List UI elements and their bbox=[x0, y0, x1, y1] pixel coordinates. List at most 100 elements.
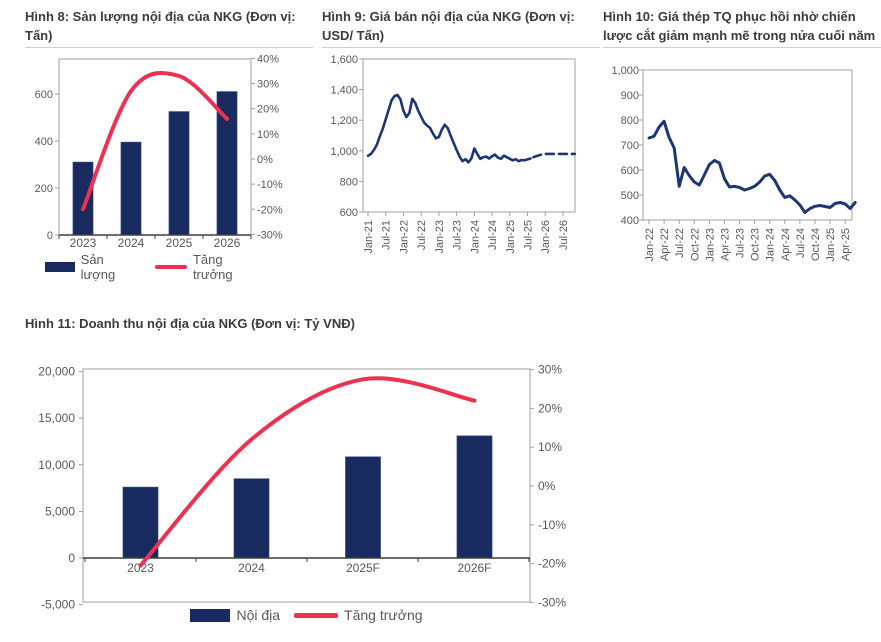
left-tick-label: 200 bbox=[35, 183, 53, 195]
y-tick-label: 500 bbox=[621, 190, 639, 202]
x-label-Jan-24: Jan-24 bbox=[469, 220, 481, 254]
x-label-Apr-25: Apr-25 bbox=[840, 228, 852, 261]
figure-10-header: Hình 10: Giá thép TQ phục hồi nhờ chiến … bbox=[603, 0, 881, 48]
y-tick-label: 700 bbox=[621, 140, 639, 152]
figure-8-header: Hình 8: Sản lượng nội địa của NKG (Đơn v… bbox=[25, 0, 313, 48]
x-label-Jan-23: Jan-23 bbox=[704, 228, 716, 262]
x-label-Jan-21: Jan-21 bbox=[363, 220, 375, 254]
y-tick-label: 1,400 bbox=[330, 85, 358, 97]
x-label-Jan-23: Jan-23 bbox=[434, 220, 446, 254]
legend-item-production: Sản lượng bbox=[45, 252, 141, 282]
right-tick-label: -10% bbox=[538, 518, 566, 532]
y-tick-label: 900 bbox=[621, 90, 639, 102]
figure-9-title: Hình 9: Giá bán nội địa của NKG (Đơn vị:… bbox=[322, 9, 575, 43]
price-line bbox=[647, 119, 857, 214]
left-tick-label: 5,000 bbox=[45, 504, 75, 518]
right-tick-label: 0% bbox=[538, 479, 556, 493]
bar-2025F bbox=[345, 456, 381, 559]
y-tick-label: 600 bbox=[621, 165, 639, 177]
bar-2024 bbox=[120, 141, 142, 236]
legend-item-growth: Tăng trưởng bbox=[155, 252, 265, 282]
legend-label-production: Sản lượng bbox=[80, 252, 116, 282]
line-swatch-icon bbox=[155, 265, 187, 269]
x-label-Jan-25: Jan-25 bbox=[825, 228, 837, 262]
figure-11-header: Hình 11: Doanh thu nội địa của NKG (Đơn … bbox=[25, 307, 585, 333]
growth-line bbox=[81, 70, 229, 212]
right-tick-label: 20% bbox=[538, 401, 562, 415]
right-tick-label: 10% bbox=[538, 440, 562, 454]
figure-8: Hình 8: Sản lượng nội địa của NKG (Đơn v… bbox=[25, 0, 313, 292]
y-tick-label: 800 bbox=[621, 115, 639, 127]
left-tick-label: -5,000 bbox=[41, 598, 75, 610]
x-label-Jan-22: Jan-22 bbox=[398, 220, 410, 254]
left-tick-label: 400 bbox=[35, 136, 53, 148]
bar-2023 bbox=[72, 161, 94, 236]
growth-line bbox=[138, 376, 477, 568]
left-tick-label: 0 bbox=[47, 230, 53, 242]
bar-2026F bbox=[456, 435, 493, 559]
bar-swatch-icon bbox=[190, 608, 231, 622]
figure-8-chart: 0 200 400 600 40% 30% 20% 10% 0% -10% -20% -30% 2023… bbox=[35, 53, 283, 248]
figure-11-title: Hình 11: Doanh thu nội địa của NKG (Đơn … bbox=[25, 316, 355, 331]
x-label-Apr-23: Apr-23 bbox=[719, 228, 731, 261]
x-label-2026F: 2026F bbox=[457, 561, 491, 575]
left-tick-label: 20,000 bbox=[38, 365, 75, 379]
bar-2024 bbox=[233, 478, 270, 559]
x-label-Jul-21: Jul-21 bbox=[381, 220, 393, 250]
left-tick-label: 15,000 bbox=[38, 411, 75, 425]
right-tick-label: 10% bbox=[257, 129, 279, 141]
figure-9-chart: 1,600 1,400 1,200 1,000 800 600 Jan-21 Jul-21 Ja… bbox=[330, 54, 577, 254]
x-label-2025: 2025 bbox=[166, 236, 193, 248]
x-label-Jan-25: Jan-25 bbox=[505, 220, 517, 254]
x-label-2024: 2024 bbox=[118, 236, 145, 248]
price-line bbox=[366, 93, 532, 164]
figure-9-header: Hình 9: Giá bán nội địa của NKG (Đơn vị:… bbox=[322, 0, 600, 48]
left-tick-label: 0 bbox=[68, 551, 75, 565]
x-label-Oct-22: Oct-22 bbox=[689, 228, 701, 261]
figure-10: Hình 10: Giá thép TQ phục hồi nhờ chiến … bbox=[603, 0, 881, 292]
y-tick-label: 1,600 bbox=[330, 54, 358, 66]
legend-item-domestic: Nội địa bbox=[190, 607, 280, 623]
x-label-Oct-23: Oct-23 bbox=[750, 228, 762, 261]
x-label-Jul-22: Jul-22 bbox=[674, 228, 686, 258]
x-label-Jan-22: Jan-22 bbox=[644, 228, 656, 262]
figure-8-legend: Sản lượng Tăng trưởng bbox=[45, 252, 265, 282]
plot-frame bbox=[362, 58, 576, 213]
bar-2025 bbox=[168, 111, 190, 236]
x-label-Jul-23: Jul-23 bbox=[735, 228, 747, 258]
left-tick-label: 600 bbox=[35, 89, 53, 101]
x-label-2026: 2026 bbox=[214, 236, 241, 248]
price-line-forecast-dashed bbox=[532, 152, 577, 159]
figure-11-chart: 20,000 15,000 10,000 5,000 0 -5,000 30% 20% 10% 0… bbox=[38, 363, 566, 610]
x-label-Jul-24: Jul-24 bbox=[487, 220, 499, 250]
right-tick-label: -20% bbox=[257, 204, 283, 216]
x-label-2024: 2024 bbox=[238, 561, 265, 575]
right-tick-label: 30% bbox=[538, 363, 562, 377]
right-tick-label: -20% bbox=[538, 557, 566, 571]
y-tick-label: 1,200 bbox=[330, 115, 358, 127]
legend-item-growth: Tăng trưởng bbox=[294, 607, 423, 623]
y-tick-label: 800 bbox=[340, 176, 358, 188]
right-tick-label: -30% bbox=[257, 229, 283, 241]
bar-2023 bbox=[122, 486, 159, 559]
legend-label-growth: Tăng trưởng bbox=[192, 252, 233, 282]
x-label-Jul-23: Jul-23 bbox=[452, 220, 464, 250]
y-tick-label: 1,000 bbox=[330, 146, 358, 158]
x-label-2023: 2023 bbox=[70, 236, 97, 248]
x-label-2025F: 2025F bbox=[346, 561, 380, 575]
x-label-Jan-24: Jan-24 bbox=[765, 228, 777, 262]
figure-11-legend: Nội địa Tăng trưởng bbox=[83, 607, 530, 623]
right-tick-label: 40% bbox=[257, 53, 279, 65]
right-tick-label: -30% bbox=[538, 595, 566, 609]
x-label-Jul-22: Jul-22 bbox=[416, 220, 428, 250]
figure-10-title: Hình 10: Giá thép TQ phục hồi nhờ chiến … bbox=[603, 9, 876, 43]
legend-label-growth: Tăng trưởng bbox=[344, 607, 423, 623]
right-tick-label: 30% bbox=[257, 79, 279, 91]
x-label-Apr-22: Apr-22 bbox=[659, 228, 671, 261]
right-tick-label: -10% bbox=[257, 179, 283, 191]
x-label-2023: 2023 bbox=[127, 561, 154, 575]
x-label-Jul-24: Jul-24 bbox=[795, 228, 807, 258]
bar-swatch-icon bbox=[45, 262, 75, 272]
